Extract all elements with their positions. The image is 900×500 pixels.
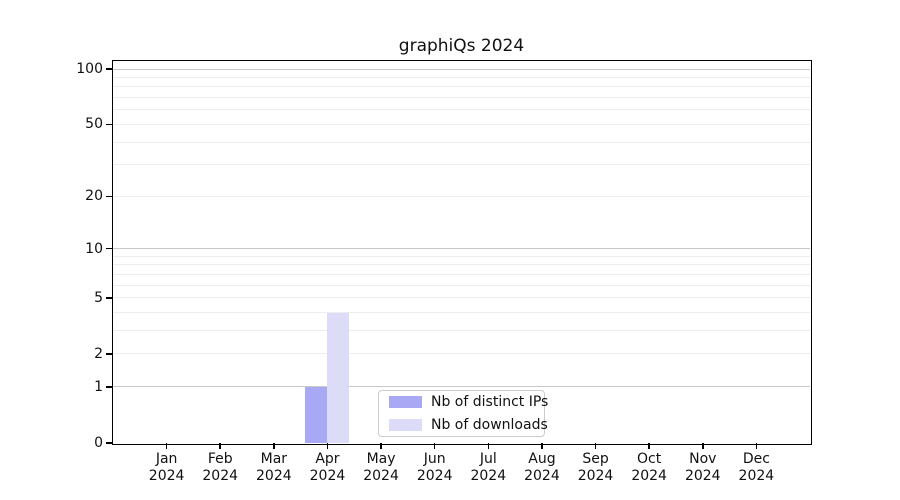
minor-gridline [113, 109, 810, 111]
x-tick-mark [273, 443, 275, 449]
x-tick-year: 2024 [738, 468, 775, 484]
x-tick-month: Dec [742, 451, 770, 467]
minor-gridline [113, 141, 810, 143]
x-tick-year: 2024 [416, 468, 453, 484]
y-tick-label: 20 [85, 188, 103, 205]
x-tick-label: Apr 2024 [297, 451, 357, 485]
x-tick-year: 2024 [202, 468, 239, 484]
x-tick-month: Aug [528, 451, 556, 467]
x-tick-mark [648, 443, 650, 449]
x-tick-label: Jul 2024 [458, 451, 518, 485]
legend-label: Nb of downloads [431, 417, 548, 433]
x-tick-year: 2024 [524, 468, 560, 484]
y-tick-mark [106, 68, 112, 70]
x-tick-label: Mar 2024 [244, 451, 304, 485]
x-tick-label: May 2024 [351, 451, 411, 485]
x-tick-label: Nov 2024 [673, 451, 733, 485]
x-tick-year: 2024 [631, 468, 667, 484]
x-tick-month: Jul [479, 451, 497, 467]
x-tick-month: Apr [315, 451, 340, 467]
x-tick-mark [594, 443, 597, 449]
x-tick-mark [487, 443, 490, 449]
legend-row: Nb of distinct IPs [389, 394, 548, 410]
x-tick-month: Oct [637, 451, 662, 467]
x-tick-label: Jan 2024 [137, 451, 197, 485]
minor-gridline [113, 297, 810, 299]
x-tick-mark [541, 443, 543, 449]
legend-row: Nb of downloads [389, 417, 548, 433]
x-tick-label: Dec 2024 [726, 451, 786, 485]
plot-canvas [113, 61, 810, 443]
y-tick-label: 50 [85, 116, 103, 133]
x-tick-month: Nov [689, 451, 717, 467]
legend-label: Nb of distinct IPs [431, 394, 549, 410]
x-tick-label: Jun 2024 [405, 451, 465, 485]
y-tick-label: 1 [94, 378, 103, 395]
x-tick-month: Sep [582, 451, 609, 467]
legend-swatch [389, 396, 422, 408]
x-tick-year: 2024 [148, 468, 185, 484]
y-tick-label: 5 [94, 289, 103, 306]
x-tick-mark [380, 443, 382, 449]
x-tick-year: 2024 [577, 468, 614, 484]
y-tick-mark [106, 353, 112, 355]
x-tick-mark [165, 443, 168, 449]
y-tick-mark [106, 386, 112, 388]
x-tick-mark [755, 443, 758, 449]
x-tick-year: 2024 [256, 468, 292, 484]
x-tick-year: 2024 [309, 468, 346, 484]
minor-gridline [113, 273, 810, 275]
x-tick-month: Jun [423, 451, 446, 467]
minor-gridline [113, 264, 810, 266]
y-tick-mark [106, 442, 112, 444]
minor-gridline [113, 255, 810, 257]
minor-gridline [113, 330, 810, 332]
x-tick-month: Feb [207, 451, 233, 467]
major-gridline [113, 68, 810, 70]
x-tick-mark [219, 443, 221, 449]
x-tick-month: May [366, 451, 396, 467]
x-tick-mark [702, 443, 704, 449]
x-tick-month: Mar [260, 451, 288, 467]
x-tick-year: 2024 [684, 468, 721, 484]
plot-area [112, 60, 812, 445]
major-gridline [113, 386, 810, 388]
y-tick-mark [106, 297, 112, 299]
minor-gridline [113, 195, 810, 197]
x-tick-label: Feb 2024 [190, 451, 250, 485]
minor-gridline [113, 312, 810, 314]
y-tick-label: 10 [85, 240, 103, 257]
x-tick-month: Jan [155, 451, 178, 467]
bar-downloads [327, 312, 350, 443]
x-tick-label: Sep 2024 [566, 451, 626, 485]
y-tick-label: 2 [94, 345, 103, 362]
x-tick-year: 2024 [363, 468, 399, 484]
x-tick-mark [326, 443, 329, 449]
major-gridline [113, 248, 810, 250]
x-tick-label: Oct 2024 [619, 451, 679, 485]
legend: Nb of distinct IPs Nb of downloads [378, 390, 548, 437]
y-tick-mark [106, 247, 112, 250]
x-tick-mark [433, 443, 436, 449]
minor-gridline [113, 86, 810, 88]
y-tick-label: 0 [94, 435, 103, 451]
y-tick-mark [106, 123, 112, 126]
chart-title: graphiQs 2024 [398, 36, 525, 56]
minor-gridline [113, 284, 810, 286]
y-tick-mark [106, 195, 112, 198]
minor-gridline [113, 123, 810, 125]
bar-distinct-ips [305, 386, 328, 443]
minor-gridline [113, 97, 810, 99]
legend-swatch [389, 419, 422, 431]
minor-gridline [113, 353, 810, 355]
minor-gridline [113, 164, 810, 166]
minor-gridline [113, 76, 810, 78]
y-tick-label: 100 [76, 61, 103, 77]
x-tick-label: Aug 2024 [512, 451, 572, 485]
x-tick-year: 2024 [470, 468, 507, 484]
